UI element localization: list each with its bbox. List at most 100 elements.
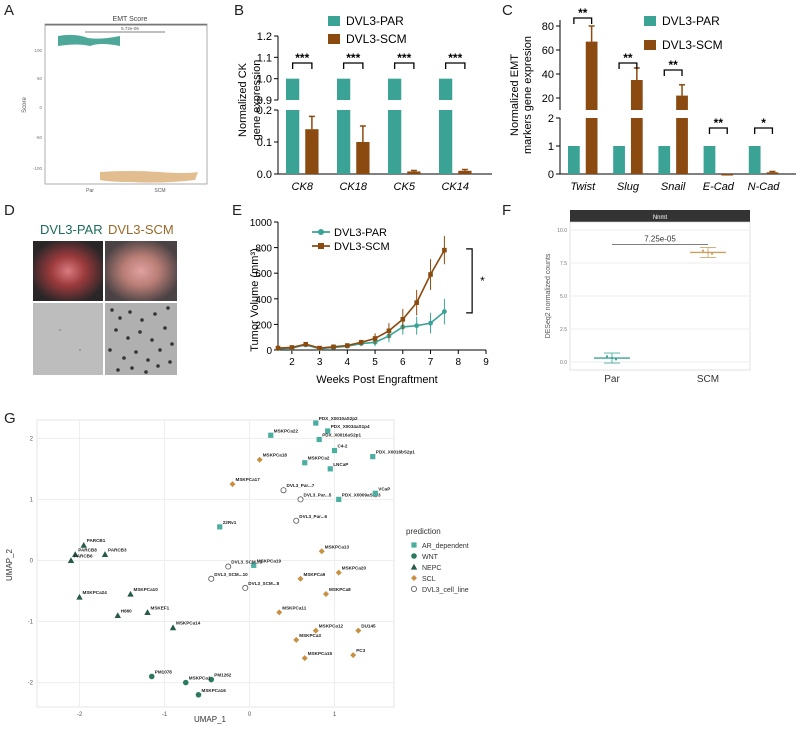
legend-swatch-par — [644, 16, 656, 26]
umap-point — [72, 551, 79, 557]
tv-point-scm — [400, 316, 406, 322]
tv-point-scm — [428, 272, 433, 277]
umap-point — [301, 655, 308, 662]
sphere-dot — [59, 329, 61, 331]
panel-letter-g: G — [4, 410, 16, 427]
photo-label-par: DVL3-PAR — [40, 222, 103, 237]
violin-scm — [100, 171, 198, 183]
panel-letter-d: D — [4, 202, 15, 219]
umap-point-label: PM1262 — [214, 673, 232, 678]
umap-point — [318, 548, 325, 555]
panel-d: D DVL3-PAR DVL3-SCM — [0, 200, 190, 395]
panel-letter-b: B — [234, 2, 245, 19]
emt-pvalue: 5.72e-06 — [121, 26, 139, 31]
tv-xlabel: Weeks Post Engraftment — [316, 374, 437, 386]
emt-score-violin: EMT Score 5.72e-06 100 50 0 -50 -100 Sco… — [22, 16, 208, 194]
umap-point-label: DVL3_Par...5 — [304, 492, 332, 497]
umap-point — [327, 466, 333, 472]
bar-par — [388, 78, 402, 100]
significance-label: *** — [397, 51, 411, 65]
ck-expression-chart: DVL3-PAR DVL3-SCM Normalized CK gene exp… — [237, 14, 492, 193]
ytick-label: 1.0 — [257, 74, 272, 86]
tv-xtick-label: 8 — [455, 357, 461, 368]
umap-point — [256, 456, 263, 463]
tv-point-par — [428, 320, 433, 326]
bar-par — [439, 78, 453, 100]
sphere-dot — [79, 349, 81, 351]
nnmt-ytick-label: 2.5 — [560, 327, 567, 333]
photo-spheres-par — [33, 303, 103, 375]
ytick-label: 1 — [548, 141, 554, 153]
bar-par — [286, 78, 300, 100]
umap-point-label: MSKPCa17 — [236, 477, 261, 482]
umap-point — [242, 584, 249, 591]
significance-bracket — [573, 17, 593, 24]
umap-point — [114, 612, 121, 619]
umap-point — [251, 562, 257, 568]
umap-xtick-label: 0 — [248, 712, 252, 718]
sphere-dot — [116, 368, 120, 372]
nnmt-point — [710, 252, 714, 255]
sphere-dot — [126, 336, 130, 340]
umap-point — [229, 481, 236, 488]
umap-point — [297, 575, 304, 582]
bar-par — [568, 146, 580, 174]
tv-ytick-label: 600 — [255, 269, 272, 280]
significance-bracket — [663, 69, 683, 76]
emt-ylabel-1: Normalized EMT — [509, 54, 521, 136]
nnmt-ytick-label: 0.0 — [560, 360, 567, 366]
tv-xtick-label: 9 — [483, 357, 489, 368]
tv-ytick-label: 0 — [266, 346, 272, 357]
umap-point — [323, 591, 329, 598]
bar-scm — [407, 171, 421, 174]
tv-point-scm — [372, 336, 378, 341]
sphere-dot — [163, 326, 167, 330]
bar-scm — [721, 174, 734, 176]
tv-point-scm — [275, 345, 281, 351]
umap-point-label: PARCB6 — [74, 553, 93, 558]
umap-point-label: PDX_X0016bS2p1 — [376, 450, 416, 455]
umap-point-label: MSKPCa1 — [189, 676, 211, 681]
umap-point-label: C4-2 — [338, 444, 348, 449]
tv-point-scm — [317, 345, 322, 351]
tv-ytick-label: 400 — [255, 295, 272, 306]
category-label: E-Cad — [703, 181, 735, 193]
tumor-photos — [33, 241, 177, 375]
tv-ylabel: Tumor Volume (mm³) — [249, 248, 261, 352]
ck-ylabel-1: Normalized CK — [237, 62, 249, 137]
panel-letter-f: F — [502, 202, 512, 219]
umap-point — [169, 624, 177, 631]
bar-scm — [305, 129, 319, 174]
tv-point-scm — [358, 340, 364, 345]
bar-par — [388, 110, 402, 174]
umap-point-label: MSKEF1 — [151, 605, 170, 610]
legend-swatch-scm — [644, 40, 656, 50]
emt-xtick-scm: SCM — [154, 188, 165, 194]
panel-c: C DVL3-PAR DVL3-SCM Normalized EMT marke… — [498, 0, 800, 200]
umap-xtick-label: -1 — [162, 712, 168, 718]
ytick-label: 0.0 — [257, 169, 272, 181]
significance-bracket — [342, 62, 364, 69]
umap-point-label: PM1078 — [155, 669, 173, 674]
panel-b: B DVL3-PAR DVL3-SCM Normalized CK gene e… — [230, 0, 498, 200]
umap-xtick-label: 1 — [333, 712, 337, 718]
umap-legend-label: WNT — [422, 554, 439, 561]
violin-par — [58, 34, 120, 46]
umap-legend-marker — [411, 542, 417, 548]
legend-label-par: DVL3-PAR — [334, 227, 387, 239]
sphere-dot — [118, 316, 122, 320]
legend-label-par: DVL3-PAR — [662, 14, 720, 28]
sphere-dot — [170, 342, 174, 346]
umap-point — [325, 428, 331, 434]
sphere-dot — [168, 360, 172, 364]
nnmt-xtick-label: SCM — [697, 374, 719, 385]
umap-ytick-label: 0 — [30, 558, 34, 564]
significance-label: *** — [448, 51, 462, 65]
tv-significance-label: * — [480, 274, 485, 288]
ytick-label: 80 — [542, 21, 554, 33]
umap-point-label: 22Rv1 — [223, 520, 237, 525]
emt-ytick: -50 — [35, 135, 42, 140]
nnmt-pvalue: 7.25e-05 — [644, 235, 676, 244]
umap-legend-marker — [410, 585, 417, 592]
umap-point-label: PDX_X0016aS2p1 — [322, 433, 361, 438]
